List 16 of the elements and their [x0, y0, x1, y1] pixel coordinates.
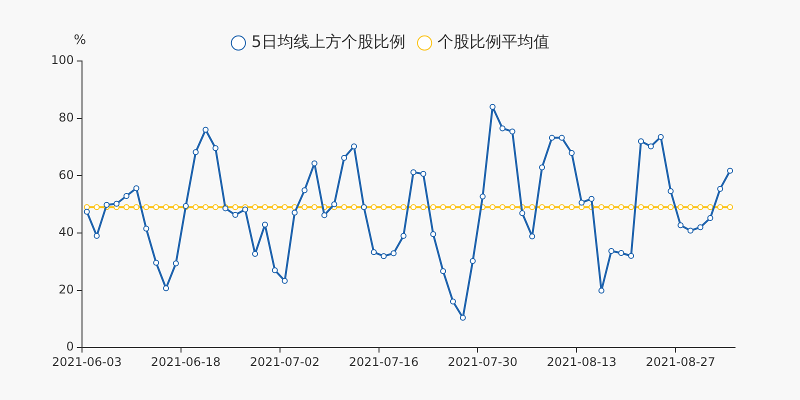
y-tick-label: 20	[58, 282, 74, 296]
y-tick-label: 100	[51, 53, 74, 68]
x-tick-label: 2021-07-02	[250, 354, 320, 369]
x-tick-label: 2021-06-03	[52, 354, 122, 369]
y-axis-title: %	[74, 32, 86, 48]
x-tick-label: 2021-08-13	[546, 354, 616, 369]
x-tick-label: 2021-07-30	[448, 354, 518, 369]
y-tick-label: 0	[66, 340, 74, 354]
y-tick-label: 80	[58, 110, 74, 124]
x-tick-label: 2021-07-16	[348, 354, 419, 369]
x-tick-label: 2021-06-18	[150, 354, 221, 369]
legend-label: 5日均线上方个股比例	[251, 32, 406, 52]
x-tick-label: 2021-08-27	[646, 354, 716, 369]
legend-label: 个股比例平均值	[438, 32, 550, 52]
y-tick-label: 40	[58, 225, 74, 240]
y-tick-label: 60	[58, 168, 74, 182]
